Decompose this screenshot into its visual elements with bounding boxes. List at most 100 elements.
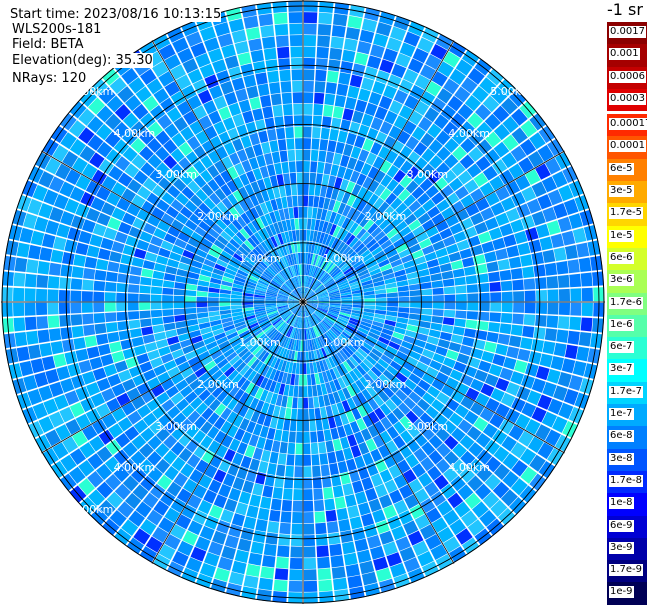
ray-gate [243,15,259,29]
ray-gate [547,189,563,206]
ray-gate [514,360,528,374]
ray-gate [460,137,476,154]
ray-gate [263,177,272,190]
colorbar-swatch: 0.00017 [607,114,647,137]
ray-gate [294,454,303,466]
ray-gate [293,241,298,253]
ray-gate [408,283,421,291]
colorbar-tick-label: 0.0017 [609,26,646,38]
ray-gate [482,95,500,113]
ray-gate [127,293,139,302]
ray-gate [413,447,428,463]
ray-gate [436,146,451,161]
ray-gate [349,121,361,135]
ray-gate [266,327,276,337]
ray-gate [383,85,397,100]
ray-gate [47,315,60,328]
ray-gate [273,276,283,285]
ray-gate [200,155,214,169]
ray-gate [37,261,50,275]
ray-gate [142,334,156,344]
ray-gate [202,376,215,389]
ray-gate [578,257,592,272]
ray-gate [374,106,388,121]
ray-gate [139,302,151,311]
ray-gate [245,469,257,483]
ray-gate [325,405,334,418]
ray-gate [78,459,95,477]
ray-gate [362,452,374,466]
ray-gate [227,166,239,180]
ray-gate [315,286,326,294]
ray-gate [288,296,300,301]
ray-gate [185,373,198,385]
ray-gate [372,321,384,328]
ray-gate [260,94,272,108]
ray-gate [130,137,146,154]
ray-gate [397,312,409,319]
ray-gate [476,273,489,284]
ray-gate [546,315,559,328]
ray-gate [303,46,316,58]
ray-gate [262,485,274,498]
ray-gate [495,403,510,418]
ray-gate [323,429,332,442]
ray-gate [441,324,454,334]
ray-gate [236,215,247,228]
ray-gate [303,80,314,92]
ray-gate [411,344,424,355]
ray-gate [409,307,421,314]
ray-gate [293,316,299,328]
ray-gate [297,305,302,317]
ray-gate [350,283,362,289]
ray-gate [447,492,464,509]
ray-gate [158,517,175,533]
ray-gate [150,294,162,302]
ray-gate [276,334,284,345]
ray-gate [262,254,272,265]
ray-gate [303,477,313,489]
ray-gate [474,221,488,235]
ray-gate [388,464,402,479]
ray-gate [330,555,344,568]
ray-gate [385,192,397,206]
ray-gate [252,483,264,496]
ray-gate [501,291,513,302]
ray-gate [397,459,411,474]
ray-gate [38,385,53,402]
colorbar-swatch: 1e-5 [607,225,647,248]
ray-gate [107,261,120,273]
ray-gate [179,172,193,186]
ray-gate [374,170,386,184]
ray-gate [490,388,505,402]
ray-gate [292,304,301,314]
ray-gate [311,138,320,150]
ray-gate [318,395,325,408]
ray-gate [207,210,219,223]
ray-gate [261,323,272,331]
ray-gate [391,525,407,541]
ray-gate [306,229,311,242]
ray-gate [290,304,300,311]
ray-gate [337,130,348,144]
ray-gate [96,105,114,123]
ray-gate [314,284,324,293]
ray-gate [344,269,356,277]
ray-gate [444,138,459,153]
ray-gate [224,91,238,106]
ray-gate [478,292,490,302]
ray-gate [232,283,244,290]
ray-gate [218,254,230,264]
ray-gate [442,317,455,326]
ray-gate [211,272,223,280]
ray-gate [515,174,531,191]
ray-gate [320,185,328,198]
ray-gate [354,455,366,469]
ray-gate [286,280,294,290]
colorbar-swatch: 6e-5 [607,158,647,182]
ray-gate [468,146,484,162]
ray-gate [303,138,312,150]
ray-gate [318,304,329,308]
ray-gate [199,26,216,42]
ray-gate [454,404,469,419]
